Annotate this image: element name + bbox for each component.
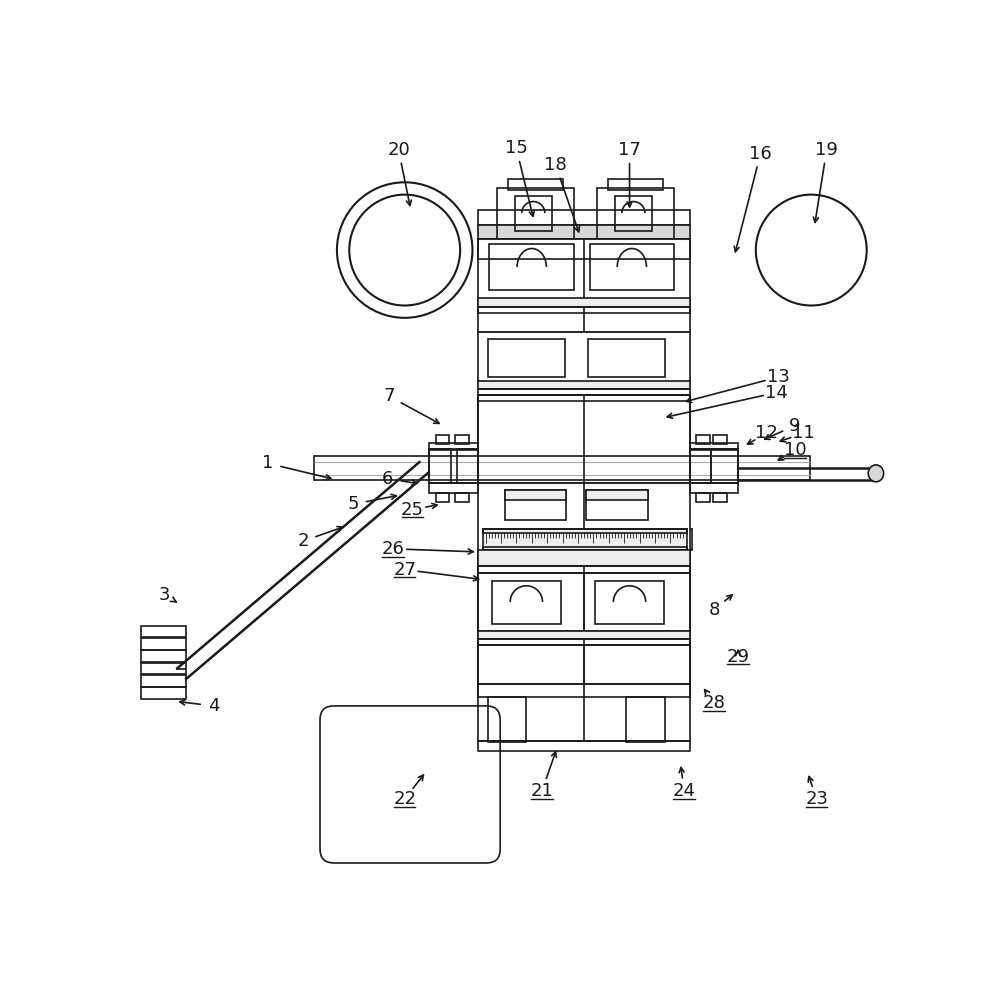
Bar (478, 307, 690, 313)
Bar (141, 675, 186, 686)
Bar (478, 239, 690, 332)
Text: 9: 9 (789, 417, 801, 435)
Bar (505, 491, 566, 499)
Bar (711, 449, 738, 484)
Bar (478, 298, 690, 307)
Text: 4: 4 (208, 697, 219, 715)
Text: 15: 15 (505, 139, 528, 158)
Bar (478, 395, 690, 401)
Bar (696, 493, 710, 501)
Bar (483, 529, 687, 550)
Bar (478, 574, 690, 632)
Bar (492, 581, 561, 624)
Text: 24: 24 (673, 782, 696, 800)
Bar (141, 650, 186, 662)
Text: 1: 1 (262, 455, 273, 473)
Bar (615, 197, 652, 230)
Bar (690, 449, 738, 484)
Text: 6: 6 (382, 470, 393, 488)
Bar (478, 566, 690, 574)
Bar (478, 550, 690, 566)
Bar (586, 491, 648, 499)
Text: 20: 20 (387, 141, 410, 159)
Bar (608, 179, 663, 190)
Text: 3: 3 (159, 586, 170, 604)
Text: 26: 26 (382, 540, 405, 558)
Bar (597, 189, 674, 239)
Bar (690, 449, 711, 484)
Bar (505, 491, 566, 519)
Text: 11: 11 (792, 424, 815, 442)
Text: 21: 21 (530, 782, 553, 800)
Bar (141, 626, 186, 638)
Bar (489, 244, 574, 290)
Text: 25: 25 (401, 500, 424, 518)
Text: 12: 12 (755, 424, 778, 442)
Bar (478, 638, 690, 645)
Ellipse shape (868, 465, 884, 482)
Text: 17: 17 (618, 141, 641, 159)
Text: 27: 27 (393, 561, 416, 579)
Bar (478, 683, 690, 697)
Bar (488, 339, 565, 377)
Bar (690, 443, 738, 450)
Bar (429, 484, 478, 493)
Bar (508, 179, 563, 190)
Text: 19: 19 (815, 141, 838, 159)
Bar (595, 581, 664, 624)
Text: 29: 29 (727, 647, 750, 665)
Text: 14: 14 (765, 383, 788, 401)
Bar (478, 211, 690, 225)
Bar (478, 632, 690, 638)
Text: 23: 23 (805, 790, 828, 808)
Bar (455, 493, 469, 501)
Bar (515, 197, 552, 230)
Bar (429, 449, 451, 484)
Text: 16: 16 (749, 145, 772, 163)
Bar (436, 435, 449, 444)
Bar (478, 239, 690, 258)
Bar (590, 244, 674, 290)
Bar (457, 449, 478, 484)
Bar (497, 189, 574, 239)
Bar (478, 225, 690, 239)
Bar (483, 546, 687, 550)
Bar (588, 339, 665, 377)
Bar (478, 742, 690, 751)
Text: 5: 5 (347, 496, 359, 513)
Text: 2: 2 (297, 532, 309, 550)
Bar (713, 435, 727, 444)
Bar (314, 457, 810, 480)
Bar (141, 638, 186, 649)
Text: 28: 28 (703, 694, 726, 712)
Bar (478, 395, 690, 484)
Bar (478, 381, 690, 388)
Bar (626, 697, 665, 742)
Bar (478, 388, 690, 395)
Bar (696, 435, 710, 444)
Bar (483, 529, 687, 532)
Bar (690, 484, 738, 493)
Text: 18: 18 (544, 156, 567, 175)
Text: 10: 10 (784, 441, 806, 459)
Bar (478, 332, 690, 381)
Text: 7: 7 (384, 387, 395, 405)
Bar (429, 449, 478, 484)
Bar (488, 697, 526, 742)
Bar (586, 491, 648, 519)
Text: 22: 22 (393, 790, 416, 808)
Bar (436, 493, 449, 501)
Bar (478, 484, 690, 742)
Bar (478, 645, 690, 683)
Bar (141, 687, 186, 699)
Text: 8: 8 (709, 601, 720, 619)
Bar (429, 443, 478, 450)
Bar (455, 435, 469, 444)
Bar (141, 662, 186, 674)
Bar (713, 493, 727, 501)
Text: 13: 13 (767, 368, 790, 386)
